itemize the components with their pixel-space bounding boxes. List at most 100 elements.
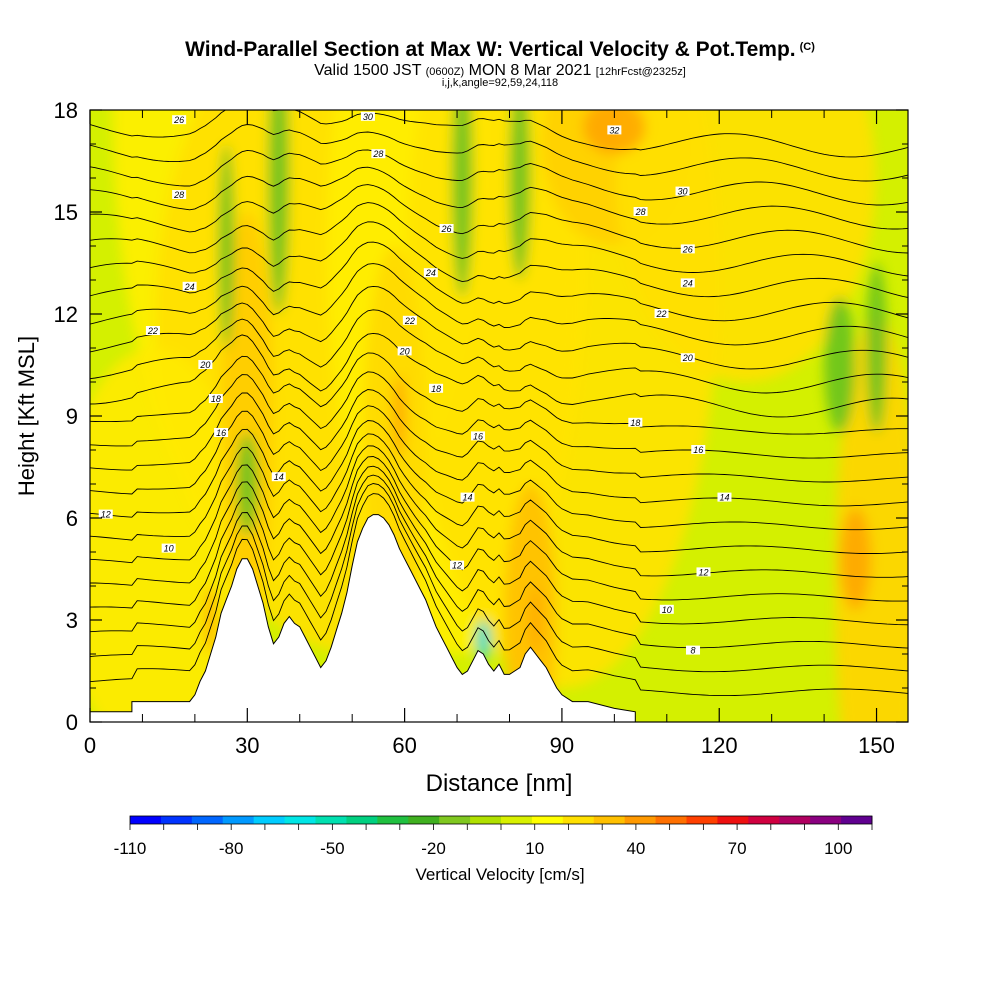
contour-label-bg	[397, 346, 412, 356]
y-tick-label: 6	[66, 506, 78, 531]
contour-label-text: 32	[609, 125, 619, 135]
colorbar: -110 -80 -50 -20 10 40 70 100	[114, 815, 873, 858]
theta-contour	[90, 456, 908, 602]
contour-label: 18	[429, 383, 444, 394]
velocity-blob-strong-updraft	[839, 507, 872, 610]
theta-contour	[90, 474, 908, 649]
contour-label-text: 30	[363, 112, 373, 122]
contour-label-text: 14	[274, 472, 284, 482]
contour-label-bg	[607, 125, 622, 135]
colorbar-tick-label: 10	[525, 839, 544, 858]
theta-contour	[90, 202, 908, 277]
y-axis-label: Height [Kft MSL]	[14, 336, 39, 496]
contour-label: 28	[371, 149, 386, 159]
x-axis-label: Distance [nm]	[426, 770, 573, 797]
contour-label-text: 16	[473, 431, 483, 441]
contour-label-bg	[696, 567, 711, 577]
contour-label: 24	[680, 278, 695, 288]
colorbar-swatch	[841, 816, 873, 824]
theta-contour	[90, 166, 908, 230]
colorbar-swatch	[686, 816, 718, 824]
contour-label-text: 26	[173, 115, 184, 125]
contour-label: 30	[675, 186, 690, 197]
contour-label-bg	[208, 394, 223, 403]
contour-label: 10	[659, 604, 674, 615]
theta-contour	[90, 263, 908, 346]
contour-label: 16	[214, 428, 229, 438]
colorbar-swatch	[624, 816, 657, 824]
velocity-blob-updraft	[834, 314, 908, 722]
colorbar-swatch	[253, 816, 286, 824]
theta-contour	[90, 221, 908, 298]
velocity-blob-strong-updraft	[393, 375, 406, 457]
contour-label-bg	[172, 190, 187, 199]
x-tick-label: 0	[84, 733, 96, 758]
theta-contour	[90, 184, 908, 254]
contour-label: 14	[717, 492, 732, 503]
theta-contour	[90, 149, 908, 206]
velocity-blob-strong-updraft	[205, 586, 216, 654]
colorbar-swatch	[501, 816, 533, 824]
contour-label: 12	[450, 560, 465, 571]
velocity-blob-downdraft	[824, 297, 856, 433]
theta-contour	[90, 285, 908, 370]
contour-label-text: 28	[372, 149, 383, 159]
colorbar-tick-label: -50	[320, 839, 345, 858]
velocity-blob-updraft	[615, 110, 876, 382]
contour-label-bg	[182, 281, 197, 291]
contour-label: 30	[360, 111, 375, 122]
theta-contour	[90, 445, 908, 578]
contour-label-bg	[633, 207, 648, 216]
contour-label-text: 14	[463, 493, 473, 503]
contour-label-bg	[145, 326, 160, 335]
contour-label-bg	[371, 149, 386, 159]
chart-title: Wind-Parallel Section at Max W: Vertical…	[185, 38, 815, 61]
theta-contour	[90, 309, 908, 394]
contour-label-bg	[214, 428, 229, 437]
y-tick-label: 9	[66, 404, 78, 429]
theta-contour	[90, 465, 908, 626]
colorbar-swatch	[191, 816, 224, 824]
colorbar-swatch	[717, 816, 749, 824]
contour-label: 12	[98, 510, 113, 520]
x-tick-label: 150	[858, 733, 895, 758]
contour-label-bg	[680, 244, 695, 254]
colorbar-swatch	[377, 816, 409, 824]
theta-contour	[90, 352, 908, 435]
contour-label-text: 22	[404, 316, 415, 326]
contour-label: 16	[691, 445, 706, 455]
colorbar-tick-label: -20	[421, 839, 446, 858]
colorbar-swatch	[531, 816, 564, 824]
contour-label-bg	[471, 431, 486, 441]
velocity-blob-downdraft	[509, 110, 531, 280]
velocity-blob-updraft	[221, 212, 274, 620]
colorbar-tick-label: 100	[824, 839, 852, 858]
contour-label: 26	[439, 224, 454, 234]
contour-label-bg	[659, 604, 674, 614]
colorbar-swatch	[160, 816, 193, 824]
colorbar-swatch	[315, 816, 347, 824]
plot-area: 8 10 12 14 16 18 20 22 24 26 28 30 32 30 28 26 24 22 20 18 1…	[90, 110, 908, 722]
colorbar-swatch	[130, 816, 162, 824]
contour-label-bg	[439, 224, 454, 233]
contour-label-text: 12	[452, 561, 462, 571]
colorbar-swatch	[408, 816, 440, 824]
contour-label: 22	[402, 315, 417, 326]
contour-label: 32	[607, 125, 622, 135]
contour-label-bg	[271, 472, 286, 482]
contour-label-text: 20	[399, 346, 410, 356]
contour-label: 10	[161, 543, 176, 554]
colorbar-swatch	[810, 816, 842, 824]
theta-contour	[90, 124, 908, 182]
contour-label-bg	[680, 353, 695, 363]
colorbar-swatch	[779, 816, 811, 824]
contour-label-text: 20	[682, 353, 693, 363]
contour-label-text: 18	[211, 394, 221, 404]
colorbar-tick-label: -80	[219, 839, 244, 858]
velocity-blob-updraft	[504, 484, 557, 722]
contour-label-text: 18	[431, 384, 441, 394]
colorbar-swatch	[346, 816, 378, 824]
contour-label: 28	[172, 190, 187, 200]
contour-label-text: 16	[693, 445, 703, 455]
